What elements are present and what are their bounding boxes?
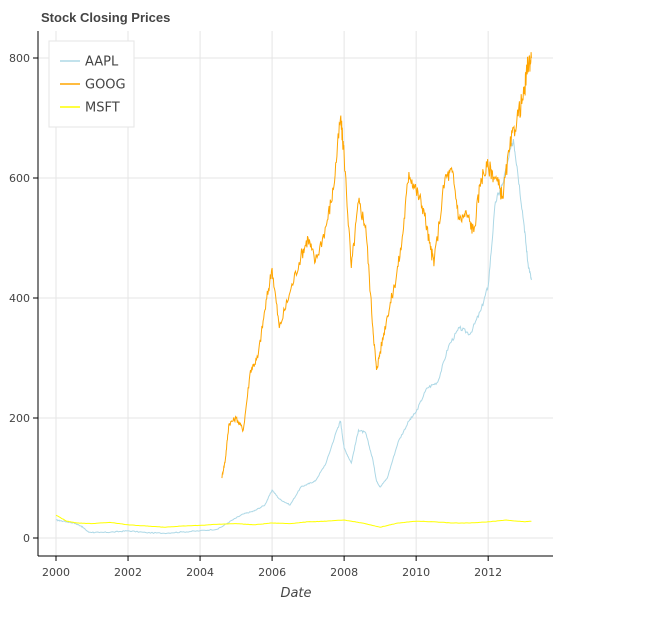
y-tick-label: 200 bbox=[9, 412, 30, 425]
x-axis-title: Date bbox=[280, 586, 311, 601]
series-line-aapl bbox=[55, 138, 532, 535]
x-tick-label: 2002 bbox=[114, 566, 142, 579]
x-tick-label: 2012 bbox=[474, 566, 502, 579]
series-line-goog bbox=[221, 52, 532, 479]
series-lines bbox=[55, 52, 532, 535]
y-tick-label: 800 bbox=[9, 52, 30, 65]
legend-label-goog: GOOG bbox=[85, 78, 126, 93]
x-tick-label: 2010 bbox=[402, 566, 430, 579]
chart-title: Stock Closing Prices bbox=[41, 10, 171, 25]
x-tick-label: 2006 bbox=[258, 566, 286, 579]
x-tick-label: 2004 bbox=[186, 566, 214, 579]
x-tick-label: 2000 bbox=[42, 566, 70, 579]
axes: 2000 2002 2004 2006 2008 2010 2012 0 200 400 600 80… bbox=[9, 31, 553, 579]
y-tick-label: 0 bbox=[23, 532, 30, 545]
series-line-msft bbox=[55, 514, 532, 528]
x-tick-label: 2008 bbox=[330, 566, 358, 579]
y-tick-label: 600 bbox=[9, 172, 30, 185]
y-tick-label: 400 bbox=[9, 292, 30, 305]
legend-label-msft: MSFT bbox=[85, 101, 120, 116]
legend: AAPL GOOG MSFT bbox=[48, 40, 135, 128]
legend-label-aapl: AAPL bbox=[85, 55, 119, 70]
